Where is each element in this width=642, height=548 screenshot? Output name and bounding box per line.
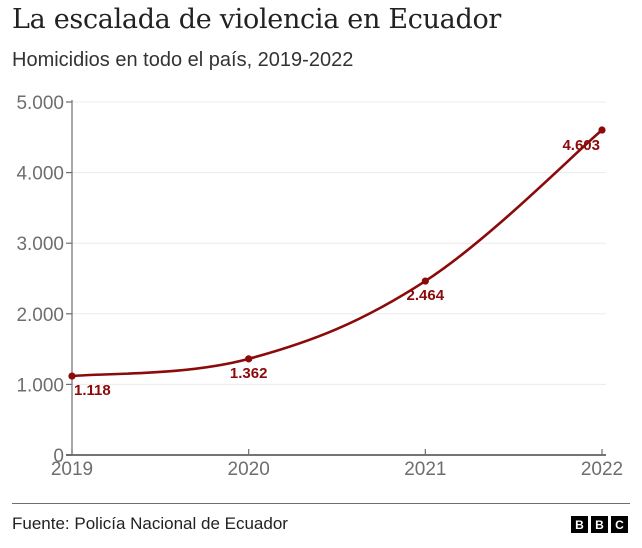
y-tick-label: 5.000 <box>16 93 64 114</box>
source-note: Fuente: Policía Nacional de Ecuador <box>12 514 288 533</box>
y-tick-label: 1.000 <box>16 375 64 396</box>
data-label: 4.603 <box>562 137 600 154</box>
bbc-logo-letter: C <box>611 516 628 533</box>
x-tick-label: 2021 <box>404 459 446 480</box>
data-label: 1.118 <box>74 382 111 399</box>
data-point <box>598 126 606 134</box>
x-tick-label: 2022 <box>581 459 623 480</box>
data-point <box>68 372 76 380</box>
data-label: 2.464 <box>407 287 445 304</box>
bbc-logo-letter: B <box>591 516 608 533</box>
data-label: 1.362 <box>230 365 268 382</box>
y-tick-label: 4.000 <box>16 164 64 185</box>
y-tick-label: 0 <box>53 446 64 467</box>
x-tick-label: 2020 <box>228 459 270 480</box>
chart-subtitle: Homicidios en todo el país, 2019-2022 <box>12 49 354 71</box>
data-point <box>245 355 253 363</box>
y-tick-label: 2.000 <box>16 305 64 326</box>
gridlines <box>72 101 606 385</box>
series-homicidios: 1.118 1.362 2.464 4.603 <box>68 126 606 399</box>
x-tick-label: 2019 <box>51 459 93 480</box>
series-line <box>70 128 604 378</box>
chart-title: La escalada de violencia en Ecuador <box>12 4 502 35</box>
bbc-logo: B B C <box>571 516 628 533</box>
y-axis: 0 1.000 2.000 3.000 4.000 5.000 <box>16 93 73 467</box>
y-tick-label: 3.000 <box>16 234 64 255</box>
data-point <box>421 277 429 285</box>
x-axis: 2019 2020 2021 2022 <box>51 449 623 480</box>
bbc-logo-letter: B <box>571 516 588 533</box>
footer-divider <box>12 503 630 504</box>
